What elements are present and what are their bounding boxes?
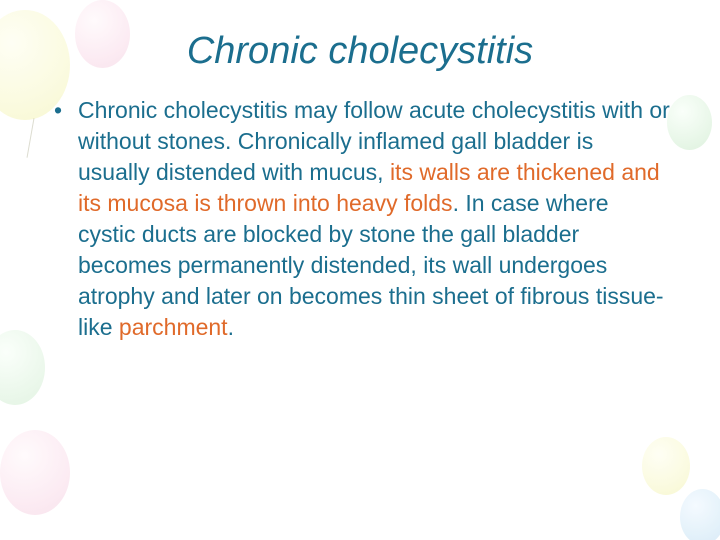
- text-segment: .: [228, 314, 234, 340]
- slide-content: Chronic cholecystitis Chronic cholecysti…: [0, 0, 720, 373]
- text-segment: parchment: [119, 314, 228, 340]
- bullet-item: Chronic cholecystitis may follow acute c…: [78, 95, 670, 343]
- slide-title: Chronic cholecystitis: [50, 30, 670, 73]
- slide-body: Chronic cholecystitis may follow acute c…: [50, 95, 670, 343]
- bullet-list: Chronic cholecystitis may follow acute c…: [50, 95, 670, 343]
